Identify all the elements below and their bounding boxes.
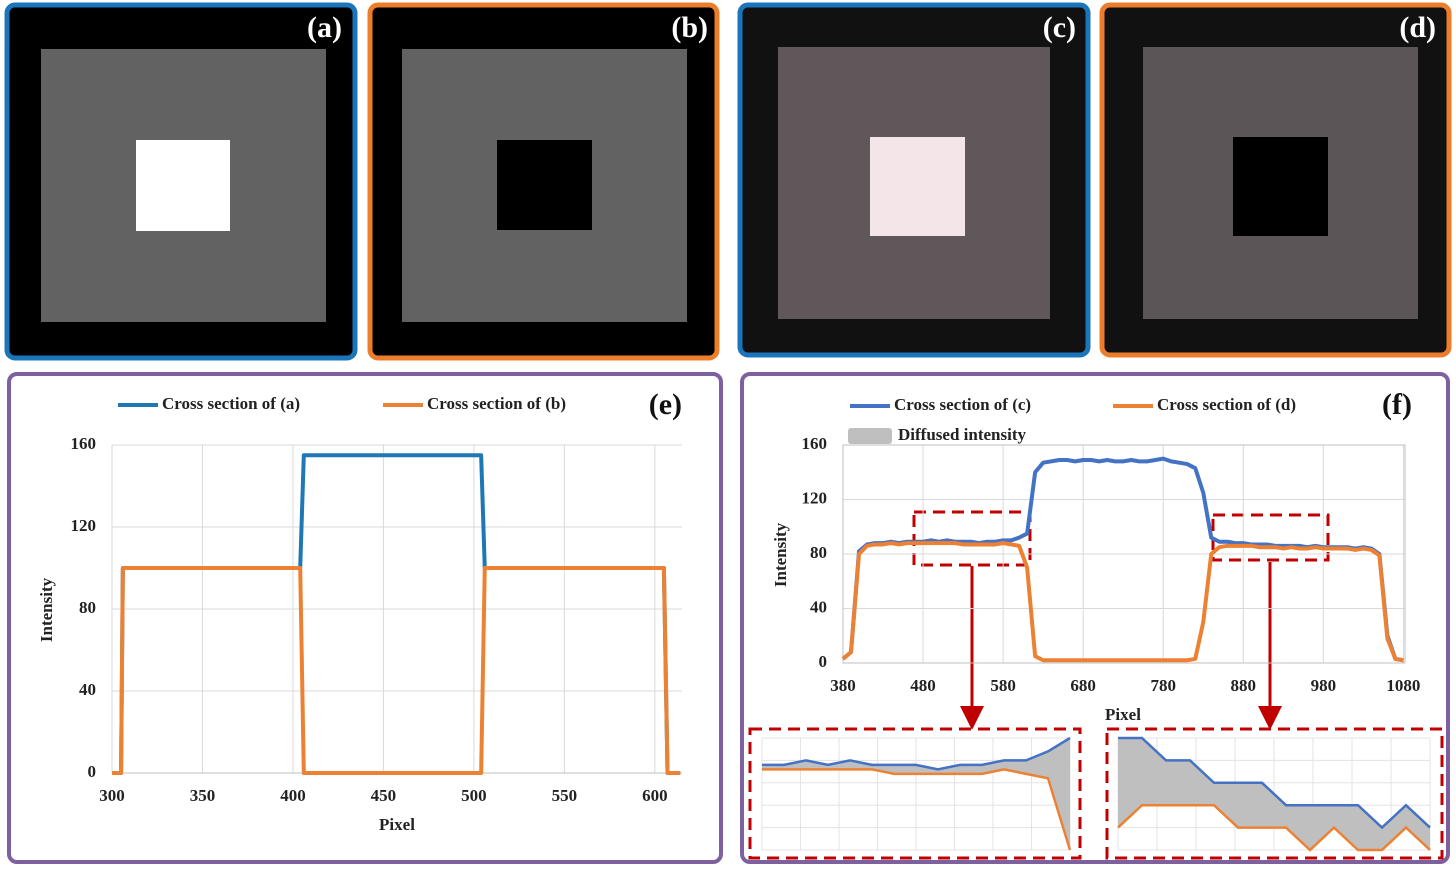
inset-line bbox=[1117, 803, 1431, 852]
x-axis-title: Pixel bbox=[1105, 705, 1141, 724]
inset-line bbox=[762, 768, 1072, 851]
panel-frame bbox=[7, 372, 723, 864]
series-line bbox=[112, 453, 681, 775]
inset-line bbox=[1118, 736, 1431, 830]
x-tick-label: 480 bbox=[910, 676, 936, 695]
panel-label: (b) bbox=[671, 11, 708, 44]
legend-label: Cross section of (d) bbox=[1157, 395, 1296, 414]
black-square bbox=[497, 140, 592, 230]
y-tick-label: 120 bbox=[71, 516, 97, 535]
x-tick-label: 500 bbox=[461, 786, 487, 805]
chart-title: (f) bbox=[1382, 388, 1412, 421]
x-tick-label: 680 bbox=[1070, 676, 1096, 695]
legend-label: Cross section of (b) bbox=[427, 394, 566, 413]
plot-frame bbox=[842, 444, 1406, 664]
white-square bbox=[870, 137, 965, 236]
y-tick-label: 160 bbox=[802, 434, 828, 453]
x-tick-label: 380 bbox=[830, 676, 856, 695]
y-tick-label: 80 bbox=[79, 598, 96, 617]
zoom-box bbox=[912, 510, 1032, 567]
y-axis-title: Intensity bbox=[37, 577, 56, 642]
y-tick-label: 80 bbox=[810, 543, 827, 562]
panel-label: (c) bbox=[1043, 11, 1076, 44]
y-tick-label: 40 bbox=[810, 597, 827, 616]
x-axis-title: Pixel bbox=[379, 815, 415, 834]
legend-label: Cross section of (a) bbox=[162, 394, 300, 413]
x-tick-label: 980 bbox=[1311, 676, 1337, 695]
white-square bbox=[136, 140, 230, 231]
black-square bbox=[1233, 137, 1328, 236]
x-tick-label: 580 bbox=[990, 676, 1016, 695]
x-tick-label: 880 bbox=[1231, 676, 1257, 695]
series-line bbox=[841, 541, 1404, 663]
zoom-box bbox=[1211, 513, 1330, 562]
legend-label: Cross section of (c) bbox=[894, 395, 1031, 414]
y-tick-label: 0 bbox=[88, 762, 97, 781]
y-tick-label: 40 bbox=[79, 680, 96, 699]
panel-label: (d) bbox=[1399, 11, 1436, 44]
x-tick-label: 300 bbox=[99, 786, 125, 805]
inset-line bbox=[762, 736, 1071, 771]
x-tick-label: 400 bbox=[280, 786, 306, 805]
x-tick-label: 600 bbox=[642, 786, 668, 805]
y-tick-label: 120 bbox=[802, 488, 828, 507]
panel-frame bbox=[740, 372, 1450, 864]
diffused-area bbox=[762, 738, 1070, 850]
inset-frame bbox=[748, 727, 1082, 860]
y-axis-title: Intensity bbox=[771, 522, 790, 587]
legend-label: Diffused intensity bbox=[898, 425, 1026, 444]
x-tick-label: 350 bbox=[190, 786, 216, 805]
panel-label: (a) bbox=[307, 11, 342, 44]
y-tick-label: 160 bbox=[71, 434, 97, 453]
x-tick-label: 550 bbox=[552, 786, 578, 805]
x-tick-label: 450 bbox=[371, 786, 397, 805]
legend-swatch bbox=[848, 428, 892, 444]
chart-title: (e) bbox=[649, 388, 682, 421]
x-tick-label: 1080 bbox=[1386, 676, 1420, 695]
y-tick-label: 0 bbox=[819, 652, 828, 671]
series-line bbox=[841, 456, 1404, 663]
x-tick-label: 780 bbox=[1150, 676, 1176, 695]
series-line bbox=[112, 566, 681, 775]
